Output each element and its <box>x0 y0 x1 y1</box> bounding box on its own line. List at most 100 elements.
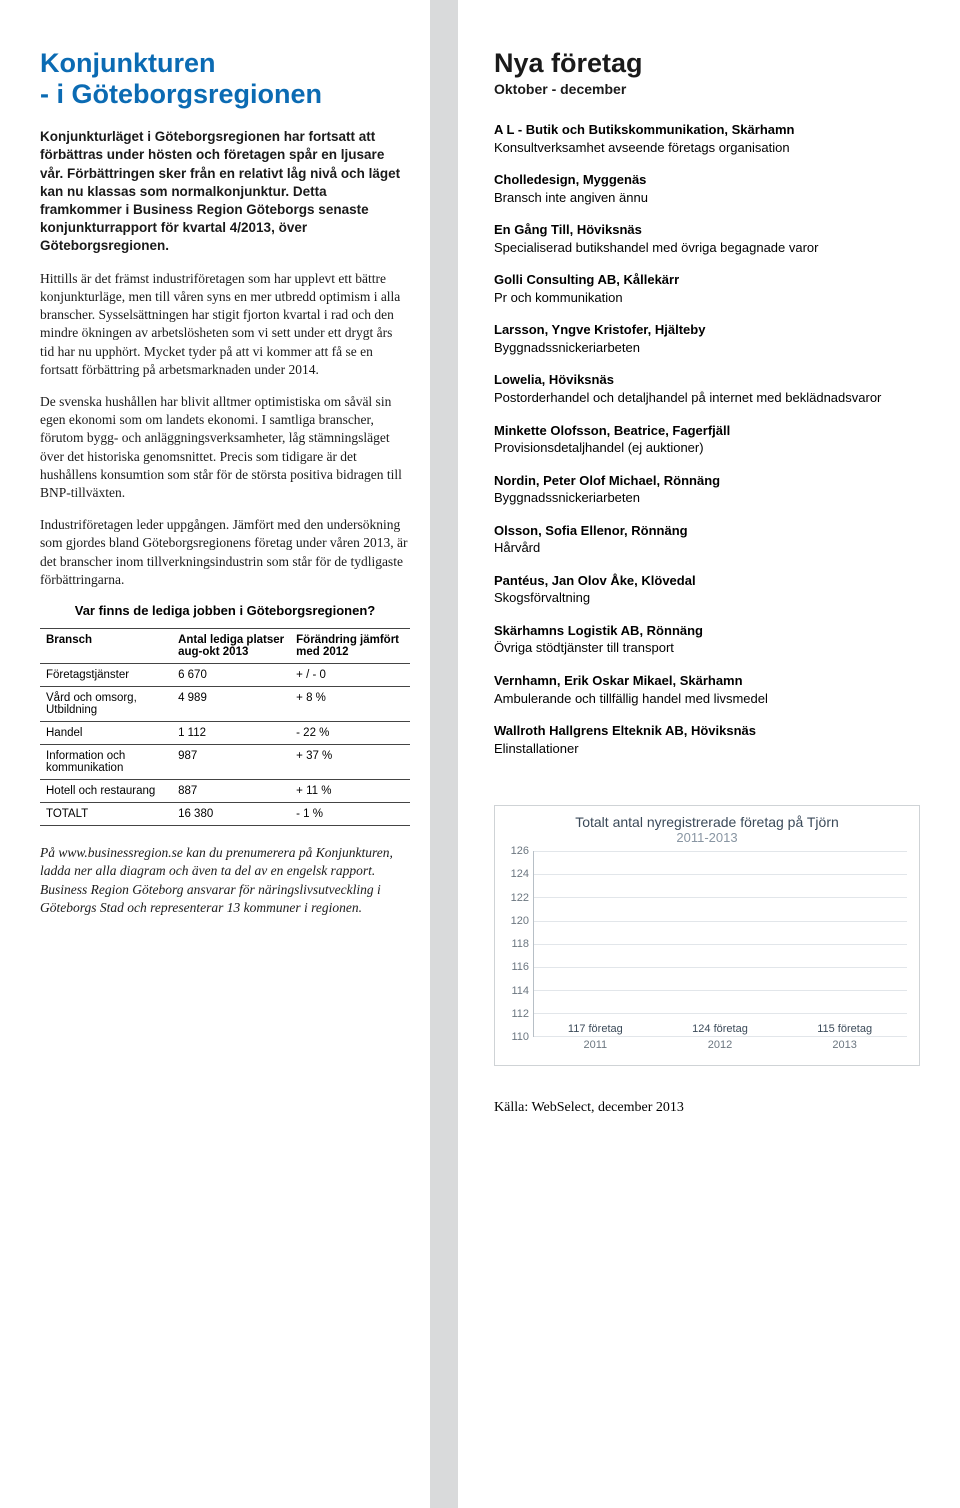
table-cell: 1 112 <box>172 722 290 745</box>
company-name: Olsson, Sofia Ellenor, Rönnäng <box>494 522 920 540</box>
company-entry: Wallroth Hallgrens Elteknik AB, Höviksnä… <box>494 722 920 757</box>
left-title: Konjunkturen - i Göteborgsregionen <box>40 48 410 110</box>
table-cell: 6 670 <box>172 664 290 687</box>
x-axis-label: 2013 <box>792 1039 897 1061</box>
company-desc: Bransch inte angiven ännu <box>494 189 920 207</box>
bar-slot: 124 företag <box>668 1023 773 1037</box>
table-cell: TOTALT <box>40 803 172 826</box>
company-name: A L - Butik och Butikskommunikation, Skä… <box>494 121 920 139</box>
jobs-col-1: Bransch <box>40 629 172 664</box>
company-name: Larsson, Yngve Kristofer, Hjälteby <box>494 321 920 339</box>
table-cell: 887 <box>172 780 290 803</box>
y-axis-label: 122 <box>499 892 529 904</box>
table-cell: Information och kommunikation <box>40 745 172 780</box>
company-entry: Skärhamns Logistik AB, RönnängÖvriga stö… <box>494 622 920 657</box>
y-axis-label: 120 <box>499 915 529 927</box>
y-axis-label: 124 <box>499 868 529 880</box>
company-desc: Övriga stödtjänster till transport <box>494 639 920 657</box>
table-cell: 987 <box>172 745 290 780</box>
table-cell: 4 989 <box>172 687 290 722</box>
table-row: Information och kommunikation987+ 37 % <box>40 745 410 780</box>
table-row: TOTALT16 380- 1 % <box>40 803 410 826</box>
company-desc: Ambulerande och tillfällig handel med li… <box>494 690 920 708</box>
company-desc: Pr och kommunikation <box>494 289 920 307</box>
table-cell: + 11 % <box>290 780 410 803</box>
company-name: Vernhamn, Erik Oskar Mikael, Skärhamn <box>494 672 920 690</box>
right-column: Nya företag Oktober - december A L - But… <box>458 0 960 1508</box>
company-desc: Byggnadssnickeriarbeten <box>494 339 920 357</box>
bar-slot: 115 företag <box>792 1023 897 1037</box>
company-list: A L - Butik och Butikskommunikation, Skä… <box>494 121 920 757</box>
left-column: Konjunkturen - i Göteborgsregionen Konju… <box>0 0 430 1508</box>
table-cell: Företagstjänster <box>40 664 172 687</box>
company-entry: Minkette Olofsson, Beatrice, FagerfjällP… <box>494 422 920 457</box>
y-axis-label: 126 <box>499 845 529 857</box>
table-row: Företagstjänster6 670+ / - 0 <box>40 664 410 687</box>
company-entry: Larsson, Yngve Kristofer, HjältebyByggna… <box>494 321 920 356</box>
left-footer: På www.businessregion.se kan du prenumer… <box>40 844 410 917</box>
company-name: En Gång Till, Höviksnäs <box>494 221 920 239</box>
company-entry: Cholledesign, MyggenäsBransch inte angiv… <box>494 171 920 206</box>
right-title: Nya företag <box>494 48 920 79</box>
jobs-table: Bransch Antal lediga platser aug-okt 201… <box>40 628 410 826</box>
table-cell: Vård och omsorg, Utbildning <box>40 687 172 722</box>
company-desc: Skogsförvaltning <box>494 589 920 607</box>
company-desc: Postorderhandel och detaljhandel på inte… <box>494 389 920 407</box>
table-row: Hotell och restaurang887+ 11 % <box>40 780 410 803</box>
company-desc: Elinstallationer <box>494 740 920 758</box>
table-cell: - 1 % <box>290 803 410 826</box>
table-row: Vård och omsorg, Utbildning4 989+ 8 % <box>40 687 410 722</box>
company-entry: Golli Consulting AB, KållekärrPr och kom… <box>494 271 920 306</box>
company-desc: Byggnadssnickeriarbeten <box>494 489 920 507</box>
chart-title: Totalt antal nyregistrerade företag på T… <box>499 814 915 830</box>
company-name: Minkette Olofsson, Beatrice, Fagerfjäll <box>494 422 920 440</box>
company-name: Wallroth Hallgrens Elteknik AB, Höviksnä… <box>494 722 920 740</box>
company-desc: Hårvård <box>494 539 920 557</box>
jobs-table-title: Var finns de lediga jobben i Göteborgsre… <box>40 603 410 618</box>
bar-value-label: 117 företag <box>568 1023 623 1035</box>
bar-value-label: 115 företag <box>817 1023 872 1035</box>
bar-chart: 117 företag124 företag115 företag 201120… <box>499 851 915 1061</box>
left-lead: Konjunkturläget i Göteborgsregionen har … <box>40 128 410 256</box>
left-para-1: Hittills är det främst industriföretagen… <box>40 270 410 379</box>
chart-container: Totalt antal nyregistrerade företag på T… <box>494 805 920 1066</box>
company-entry: Vernhamn, Erik Oskar Mikael, SkärhamnAmb… <box>494 672 920 707</box>
right-subtitle: Oktober - december <box>494 81 920 97</box>
table-cell: 16 380 <box>172 803 290 826</box>
company-name: Nordin, Peter Olof Michael, Rönnäng <box>494 472 920 490</box>
left-para-2: De svenska hushållen har blivit alltmer … <box>40 393 410 502</box>
company-entry: A L - Butik och Butikskommunikation, Skä… <box>494 121 920 156</box>
table-cell: - 22 % <box>290 722 410 745</box>
y-axis-label: 112 <box>499 1008 529 1020</box>
company-entry: Lowelia, HöviksnäsPostorderhandel och de… <box>494 371 920 406</box>
x-axis-label: 2012 <box>668 1039 773 1061</box>
company-name: Skärhamns Logistik AB, Rönnäng <box>494 622 920 640</box>
company-entry: Pantéus, Jan Olov Åke, KlövedalSkogsförv… <box>494 572 920 607</box>
company-entry: En Gång Till, HöviksnäsSpecialiserad but… <box>494 221 920 256</box>
left-para-3: Industriföretagen leder uppgången. Jämfö… <box>40 516 410 589</box>
company-desc: Konsultverksamhet avseende företags orga… <box>494 139 920 157</box>
table-cell: Hotell och restaurang <box>40 780 172 803</box>
company-entry: Nordin, Peter Olof Michael, RönnängByggn… <box>494 472 920 507</box>
company-name: Cholledesign, Myggenäs <box>494 171 920 189</box>
table-cell: + 8 % <box>290 687 410 722</box>
jobs-col-3: Förändring jämfört med 2012 <box>290 629 410 664</box>
chart-subtitle: 2011-2013 <box>499 830 915 845</box>
y-axis-label: 118 <box>499 938 529 950</box>
y-axis-label: 114 <box>499 985 529 997</box>
bar-value-label: 124 företag <box>692 1023 748 1035</box>
company-name: Golli Consulting AB, Kållekärr <box>494 271 920 289</box>
table-row: Handel1 112- 22 % <box>40 722 410 745</box>
column-divider <box>430 0 458 1508</box>
company-desc: Specialiserad butikshandel med övriga be… <box>494 239 920 257</box>
company-name: Pantéus, Jan Olov Åke, Klövedal <box>494 572 920 590</box>
jobs-col-2: Antal lediga platser aug-okt 2013 <box>172 629 290 664</box>
bar-slot: 117 företag <box>543 1023 648 1037</box>
y-axis-label: 116 <box>499 961 529 973</box>
table-cell: + / - 0 <box>290 664 410 687</box>
company-desc: Provisionsdetaljhandel (ej auktioner) <box>494 439 920 457</box>
table-cell: Handel <box>40 722 172 745</box>
table-cell: + 37 % <box>290 745 410 780</box>
chart-source: Källa: WebSelect, december 2013 <box>494 1100 920 1116</box>
company-name: Lowelia, Höviksnäs <box>494 371 920 389</box>
